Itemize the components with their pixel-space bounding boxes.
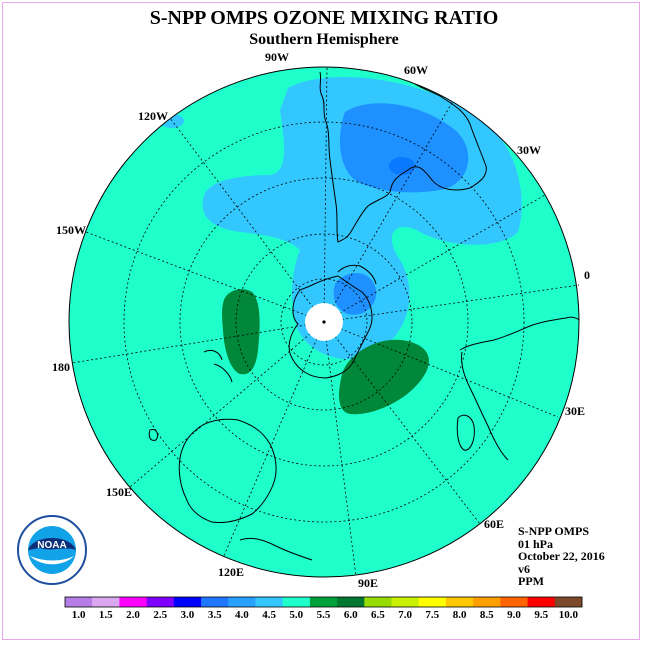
colorbar-tick-label: 7.0	[398, 609, 412, 621]
lon-label-30e: 30E	[565, 404, 586, 418]
colorbar-tick-label: 1.5	[98, 609, 113, 621]
colorbar-tick-label: 8.0	[452, 609, 467, 621]
colorbar-tick-label: 3.0	[180, 609, 195, 621]
colorbar-swatch	[500, 597, 528, 607]
latitude-circle-70s	[235, 233, 413, 411]
lon-label-30w: 30W	[517, 143, 541, 157]
south-pole-marker	[322, 320, 326, 324]
meridian-150e	[129, 321, 325, 488]
map-subtitle: Southern Hemisphere	[249, 31, 399, 48]
graticule	[71, 66, 580, 577]
colorbar-swatch	[173, 597, 202, 607]
latitude-circle-50s	[123, 121, 525, 523]
colorbar-swatch	[65, 597, 93, 607]
lon-label-150w: 150W	[56, 223, 86, 237]
lon-label-120w: 120W	[138, 109, 168, 123]
info-block: S-NPP OMPS 01 hPa October 22, 2016 v6 PP…	[518, 525, 605, 588]
colorbar-swatch	[337, 597, 365, 607]
coastlines	[148, 67, 579, 561]
colorbar-swatch	[255, 597, 284, 607]
colorbar-tick-label: 2.0	[126, 609, 140, 621]
coast-new-zealand	[203, 349, 233, 383]
lon-label-0: 0	[584, 268, 590, 282]
colorbar-tick-label: 4.5	[262, 609, 276, 621]
meridian-30w	[323, 194, 546, 323]
page-frame	[2, 2, 640, 640]
colorbar-tick-label: 3.5	[207, 609, 222, 621]
meridian-60w	[323, 100, 454, 323]
meridian-90w	[323, 66, 328, 323]
colorbar-tick-label: 2.5	[153, 609, 168, 621]
colorbar-swatch	[119, 597, 148, 607]
info-date: October 22, 2016	[518, 549, 605, 563]
colorbar-swatch	[554, 597, 583, 607]
lon-label-120e: 120E	[218, 565, 245, 579]
map-title: S-NPP OMPS OZONE MIXING RATIO	[149, 7, 499, 29]
info-instrument: S-NPP OMPS	[518, 524, 589, 538]
ozone-contour-5-0-east	[339, 339, 429, 415]
colorbar-tick-label: 1.0	[71, 609, 86, 621]
lon-label-90w: 90W	[265, 50, 289, 64]
coast-indonesia	[239, 537, 313, 561]
colorbar-tick-label: 6.5	[371, 609, 385, 621]
coast-tasmania	[148, 429, 159, 441]
ozone-contour-5-0-west	[222, 289, 260, 375]
colorbar-tick-label: 8.5	[479, 609, 494, 621]
latitude-circle-80s	[280, 278, 368, 366]
coast-africa	[459, 316, 579, 461]
colorbar-tick-label: 5.5	[316, 609, 331, 621]
ozone-contour-3-5	[339, 103, 469, 193]
lon-label-60e: 60E	[484, 517, 505, 531]
colorbar-swatch	[418, 597, 447, 607]
coast-antarctic-peninsula	[337, 264, 377, 285]
ozone-contour-3-0	[389, 157, 415, 175]
colorbar-tick-label: 10.0	[558, 609, 579, 621]
latitude-circle-60s	[179, 177, 469, 467]
coast-australia	[178, 418, 277, 523]
colorbar-swatch	[282, 597, 311, 607]
lon-label-60w: 60W	[404, 63, 428, 77]
noaa-logo-text: NOAA	[37, 540, 66, 551]
info-level: 01 hPa	[518, 536, 554, 551]
meridian-180	[71, 321, 325, 364]
colorbar-swatch	[364, 597, 392, 607]
colorbar-tick-label: 9.5	[534, 609, 549, 621]
colorbar-swatch	[309, 597, 338, 607]
meridian-150w	[85, 231, 325, 323]
colorbar-swatch	[228, 597, 256, 607]
info-version: v6	[518, 561, 530, 576]
colorbar-swatch	[527, 597, 556, 607]
meridian-120w	[169, 117, 325, 323]
coast-madagascar	[456, 414, 475, 451]
colorbar-swatch	[391, 597, 420, 607]
lon-label-150e: 150E	[106, 485, 133, 499]
colorbar-tick-label: 9.0	[507, 609, 521, 621]
meridian-60e	[323, 321, 481, 525]
ozone-contour-3-5-south	[333, 272, 377, 315]
colorbar-swatch	[146, 597, 175, 607]
meridian-90e	[323, 321, 357, 577]
colorbar-tick-label: 7.5	[425, 609, 440, 621]
noaa-logo: NOAA	[17, 515, 87, 585]
map-boundary	[68, 66, 580, 578]
lon-label-90e: 90E	[358, 576, 379, 590]
colorbar-swatch	[473, 597, 501, 607]
colorbar-swatch	[201, 597, 229, 607]
meridian-30e	[323, 321, 559, 418]
coast-antarctica	[288, 275, 373, 379]
colorbar-tick-label: 5.0	[289, 609, 304, 621]
lon-label-180: 180	[52, 360, 70, 374]
colorbar-outline	[64, 596, 583, 608]
colorbar-tick-label: 6.0	[343, 609, 358, 621]
colorbar-swatch	[445, 597, 474, 607]
colorbar-swatch	[92, 597, 120, 607]
colorbar-tick-label: 4.0	[235, 609, 249, 621]
coast-south-america	[319, 67, 487, 243]
colorbar	[64, 596, 583, 608]
info-units: PPM	[518, 574, 544, 588]
